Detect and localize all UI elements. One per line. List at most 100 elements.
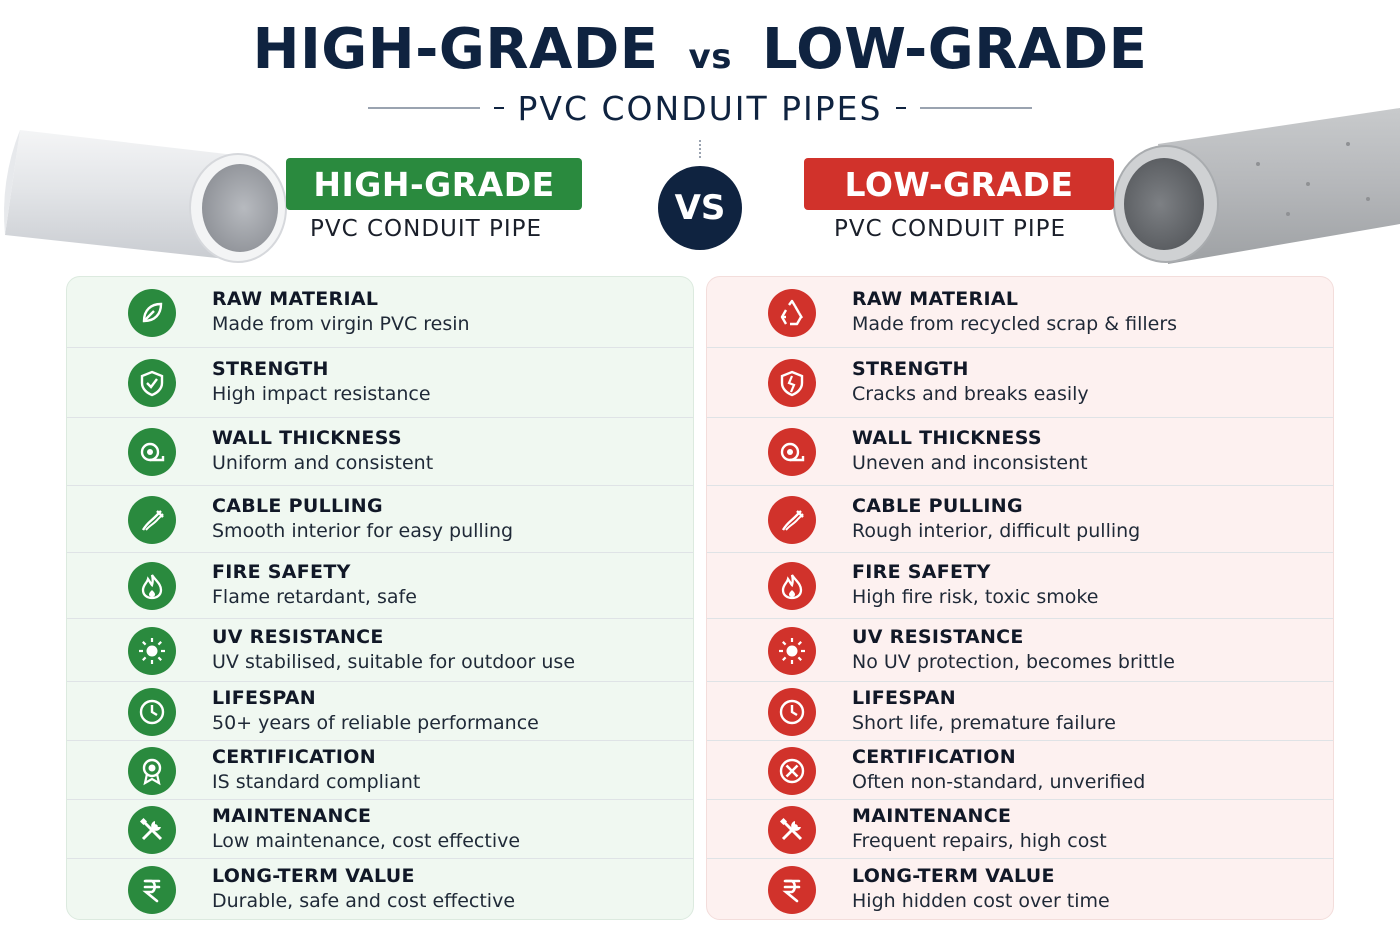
low-grade-panel: RAW MATERIAL Made from recycled scrap & f… bbox=[706, 276, 1334, 920]
page-subtitle: PVC CONDUIT PIPES bbox=[517, 88, 883, 128]
title-vs: vs bbox=[688, 37, 732, 77]
tape-icon bbox=[768, 428, 816, 476]
row-description: Uniform and consistent bbox=[212, 452, 434, 474]
divider-right bbox=[920, 107, 1033, 109]
comparison-row: UV RESISTANCE UV stabilised, suitable for… bbox=[67, 619, 693, 682]
row-title: STRENGTH bbox=[212, 358, 329, 380]
subtitle-row: PVC CONDUIT PIPES bbox=[0, 86, 1400, 130]
row-title: MAINTENANCE bbox=[852, 805, 1012, 827]
row-description: Smooth interior for easy pulling bbox=[212, 520, 514, 542]
flame-icon bbox=[128, 562, 176, 610]
sun-icon bbox=[768, 627, 816, 675]
row-title: UV RESISTANCE bbox=[852, 626, 1024, 648]
row-description: UV stabilised, suitable for outdoor use bbox=[212, 651, 576, 673]
comparison-row: WALL THICKNESS Uneven and inconsistent bbox=[707, 418, 1333, 486]
cable-icon bbox=[128, 496, 176, 544]
row-title: CABLE PULLING bbox=[212, 495, 383, 517]
leaf-icon bbox=[128, 289, 176, 337]
page-title: HIGH-GRADE vs LOW-GRADE bbox=[0, 18, 1400, 89]
row-title: LIFESPAN bbox=[852, 687, 957, 709]
flame-icon bbox=[768, 562, 816, 610]
row-description: No UV protection, becomes brittle bbox=[852, 651, 1175, 673]
divider-left bbox=[367, 107, 480, 109]
row-title: CERTIFICATION bbox=[852, 746, 1016, 768]
comparison-row: CERTIFICATION IS standard compliant bbox=[67, 741, 693, 800]
row-title: FIRE SAFETY bbox=[852, 561, 991, 583]
row-description: Flame retardant, safe bbox=[212, 586, 417, 608]
row-description: Made from recycled scrap & fillers bbox=[852, 313, 1178, 335]
row-description: Often non-standard, unverified bbox=[852, 771, 1146, 793]
comparison-row: FIRE SAFETY Flame retardant, safe bbox=[67, 553, 693, 619]
row-description: Durable, safe and cost effective bbox=[212, 890, 516, 912]
vs-badge: VS bbox=[658, 166, 742, 250]
comparison-row: LONG-TERM VALUE Durable, safe and cost ef… bbox=[67, 859, 693, 921]
row-description: 50+ years of reliable performance bbox=[212, 712, 539, 734]
sun-icon bbox=[128, 627, 176, 675]
high-grade-banner: HIGH-GRADE bbox=[286, 158, 582, 210]
recycle-icon bbox=[768, 289, 816, 337]
row-title: LIFESPAN bbox=[212, 687, 317, 709]
comparison-row: CERTIFICATION Often non-standard, unverif… bbox=[707, 741, 1333, 800]
white-pipe-image bbox=[4, 130, 287, 263]
tools-icon bbox=[768, 806, 816, 854]
comparison-row: FIRE SAFETY High fire risk, toxic smoke bbox=[707, 553, 1333, 619]
row-title: UV RESISTANCE bbox=[212, 626, 384, 648]
dash-left bbox=[493, 107, 504, 109]
rupee-icon bbox=[768, 866, 816, 914]
comparison-row: RAW MATERIAL Made from virgin PVC resin bbox=[67, 277, 693, 348]
comparison-row: LIFESPAN Short life, premature failure bbox=[707, 682, 1333, 741]
title-left: HIGH-GRADE bbox=[252, 17, 659, 82]
row-title: STRENGTH bbox=[852, 358, 969, 380]
row-title: MAINTENANCE bbox=[212, 805, 372, 827]
row-description: IS standard compliant bbox=[212, 771, 421, 793]
cross-circle-icon bbox=[768, 747, 816, 795]
low-grade-subtitle: PVC CONDUIT PIPE bbox=[834, 216, 1067, 242]
comparison-row: STRENGTH Cracks and breaks easily bbox=[707, 348, 1333, 418]
comparison-row: WALL THICKNESS Uniform and consistent bbox=[67, 418, 693, 486]
shield-icon bbox=[128, 359, 176, 407]
row-description: High fire risk, toxic smoke bbox=[852, 586, 1099, 608]
comparison-row: MAINTENANCE Frequent repairs, high cost bbox=[707, 800, 1333, 859]
grey-pipe-image bbox=[1113, 108, 1400, 264]
comparison-row: STRENGTH High impact resistance bbox=[67, 348, 693, 418]
clock-icon bbox=[128, 688, 176, 736]
row-description: Short life, premature failure bbox=[852, 712, 1116, 734]
row-title: FIRE SAFETY bbox=[212, 561, 351, 583]
clock-icon bbox=[768, 688, 816, 736]
dash-right bbox=[896, 107, 907, 109]
row-title: CABLE PULLING bbox=[852, 495, 1023, 517]
low-grade-banner: LOW-GRADE bbox=[804, 158, 1114, 210]
tools-icon bbox=[128, 806, 176, 854]
row-description: Made from virgin PVC resin bbox=[212, 313, 470, 335]
row-title: WALL THICKNESS bbox=[212, 427, 402, 449]
row-title: RAW MATERIAL bbox=[212, 288, 379, 310]
row-description: High impact resistance bbox=[212, 383, 431, 405]
high-grade-subtitle: PVC CONDUIT PIPE bbox=[310, 216, 543, 242]
comparison-row: CABLE PULLING Rough interior, difficult p… bbox=[707, 486, 1333, 553]
badge-icon bbox=[128, 747, 176, 795]
row-description: Frequent repairs, high cost bbox=[852, 830, 1107, 852]
title-right: LOW-GRADE bbox=[761, 17, 1148, 82]
center-dotted-line bbox=[699, 140, 701, 158]
broken-shield-icon bbox=[768, 359, 816, 407]
comparison-row: CABLE PULLING Smooth interior for easy pu… bbox=[67, 486, 693, 553]
row-description: Uneven and inconsistent bbox=[852, 452, 1088, 474]
row-title: RAW MATERIAL bbox=[852, 288, 1019, 310]
rupee-icon bbox=[128, 866, 176, 914]
high-grade-panel: RAW MATERIAL Made from virgin PVC resin ST… bbox=[66, 276, 694, 920]
row-description: High hidden cost over time bbox=[852, 890, 1110, 912]
cable-icon bbox=[768, 496, 816, 544]
row-description: Rough interior, difficult pulling bbox=[852, 520, 1141, 542]
tape-icon bbox=[128, 428, 176, 476]
row-description: Low maintenance, cost effective bbox=[212, 830, 521, 852]
comparison-row: MAINTENANCE Low maintenance, cost effecti… bbox=[67, 800, 693, 859]
row-title: CERTIFICATION bbox=[212, 746, 376, 768]
comparison-row: UV RESISTANCE No UV protection, becomes b… bbox=[707, 619, 1333, 682]
row-description: Cracks and breaks easily bbox=[852, 383, 1089, 405]
comparison-row: LONG-TERM VALUE High hidden cost over tim… bbox=[707, 859, 1333, 921]
comparison-row: LIFESPAN 50+ years of reliable performanc… bbox=[67, 682, 693, 741]
comparison-row: RAW MATERIAL Made from recycled scrap & f… bbox=[707, 277, 1333, 348]
row-title: WALL THICKNESS bbox=[852, 427, 1042, 449]
row-title: LONG-TERM VALUE bbox=[212, 865, 415, 887]
row-title: LONG-TERM VALUE bbox=[852, 865, 1055, 887]
